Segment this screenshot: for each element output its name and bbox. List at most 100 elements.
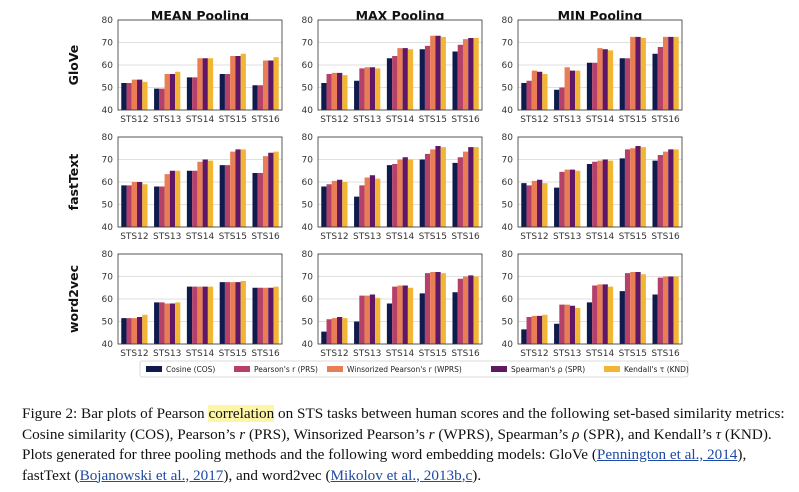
bar (197, 58, 203, 110)
y-tick-label: 60 (502, 178, 514, 188)
legend-swatch (146, 366, 162, 372)
x-tick-label: STS13 (353, 349, 381, 359)
bar (364, 295, 370, 344)
y-tick-label: 50 (302, 201, 314, 211)
bar (619, 291, 625, 344)
bar (142, 184, 148, 227)
x-tick-label: STS15 (219, 349, 247, 359)
y-tick-label: 60 (102, 61, 114, 71)
bar (159, 88, 165, 110)
x-tick-label: STS13 (153, 115, 181, 125)
bar (252, 173, 258, 227)
panel-frame (317, 136, 483, 228)
y-tick-label: 60 (302, 295, 314, 305)
x-tick-label: STS14 (586, 232, 615, 242)
y-tick-label: 70 (502, 273, 514, 283)
x-tick-label: STS14 (186, 115, 215, 125)
bar (407, 49, 414, 110)
caption-text: (PRS), Winsorized Pearson’s (245, 425, 429, 443)
y-tick-label: 50 (102, 318, 114, 328)
x-tick-label: STS14 (186, 349, 215, 359)
bar (473, 276, 479, 344)
y-tick-label: 40 (102, 106, 114, 116)
y-tick-label: 50 (502, 201, 514, 211)
x-tick-label: STS16 (251, 232, 280, 242)
legend-swatch (604, 366, 620, 372)
x-tick-label: STS15 (219, 232, 247, 242)
bar (354, 321, 360, 344)
y-tick-label: 80 (302, 250, 314, 260)
bar (121, 83, 127, 110)
bar (202, 159, 208, 227)
x-tick-label: STS12 (520, 349, 548, 359)
citation-link-pennington[interactable]: Pennington et al., 2014 (596, 446, 738, 463)
bar (554, 323, 560, 344)
bar (542, 183, 548, 227)
bar (386, 165, 393, 227)
y-tick-label: 80 (302, 133, 314, 143)
bar (369, 67, 376, 110)
bar (473, 38, 479, 110)
bar (186, 77, 193, 110)
bar (142, 81, 148, 110)
x-tick-label: STS14 (586, 115, 615, 125)
bar (640, 274, 646, 344)
bar (624, 58, 631, 110)
panel-frame (317, 253, 483, 345)
y-tick-label: 70 (302, 156, 314, 166)
bar (424, 273, 431, 344)
bar (652, 160, 658, 227)
caption-symbol: ρ (572, 425, 580, 443)
y-tick-label: 80 (102, 133, 114, 143)
bar (326, 319, 332, 344)
bar (197, 161, 203, 227)
bar (430, 35, 436, 110)
caption-symbol: r (239, 425, 246, 443)
y-tick-label: 50 (102, 201, 114, 211)
bar (369, 294, 376, 344)
bar (386, 58, 393, 110)
bar (175, 302, 181, 344)
bar (397, 48, 403, 110)
bar (468, 275, 474, 344)
bar (359, 295, 365, 344)
bar (359, 185, 365, 227)
y-tick-label: 80 (102, 250, 114, 260)
bar (564, 169, 570, 227)
x-tick-label: STS14 (586, 349, 615, 359)
citation-link-mikolov[interactable]: Mikolov et al., 2013b,c (330, 466, 473, 484)
bar (268, 60, 274, 110)
bar (364, 67, 370, 110)
legend-swatch (327, 366, 343, 372)
bar (569, 305, 576, 344)
x-tick-label: STS16 (451, 349, 480, 359)
bar (159, 186, 165, 227)
legend-label: Pearson's r (PRS) (254, 365, 318, 374)
bar (252, 287, 258, 344)
bar (321, 83, 327, 110)
column-title: MEAN Pooling (151, 8, 249, 23)
bar (321, 331, 327, 344)
y-tick-label: 40 (102, 223, 114, 233)
panel-frame (117, 19, 283, 111)
x-tick-label: STS16 (651, 232, 680, 242)
y-tick-label: 40 (302, 106, 314, 116)
bar (131, 318, 138, 344)
bar (440, 273, 446, 344)
bar (257, 287, 263, 344)
x-tick-label: STS12 (320, 232, 348, 242)
bar (202, 58, 208, 110)
bar (126, 83, 132, 110)
bar (419, 49, 425, 110)
bar (175, 71, 181, 110)
bar (402, 157, 408, 227)
x-tick-label: STS14 (386, 232, 415, 242)
y-tick-label: 70 (102, 273, 114, 283)
bar (521, 83, 527, 110)
citation-link-bojanowski[interactable]: Bojanowski et al., 2017 (79, 466, 224, 484)
y-tick-label: 50 (302, 84, 314, 94)
bar (268, 287, 274, 344)
x-tick-label: STS12 (120, 349, 148, 359)
bar (219, 165, 225, 227)
row-label: fastText (66, 154, 81, 211)
